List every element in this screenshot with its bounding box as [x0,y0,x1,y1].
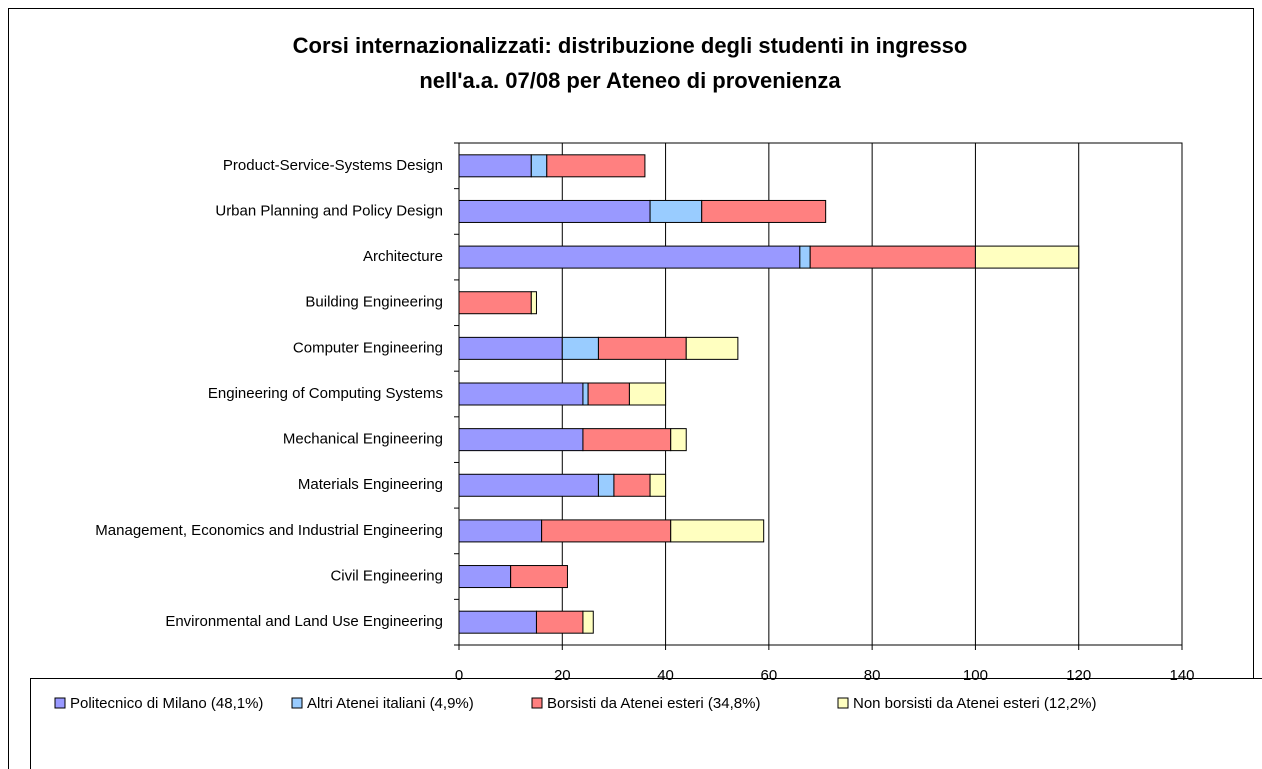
bar-segment [685,336,739,360]
chart-title: Corsi internazionalizzati: distribuzione… [293,33,968,58]
bar-segment [535,610,584,634]
bar-segment [649,199,703,223]
bar-segment [561,336,599,360]
bar-segment [546,154,646,178]
bar-segment [701,199,827,223]
bar-segment [974,245,1080,269]
y-tick-label: Product-Service-Systems Design [223,157,443,174]
x-tick-label: 100 [963,667,988,684]
bar-segment [458,473,599,497]
bar-segment [613,473,651,497]
y-tick-label: Building Engineering [305,294,443,311]
legend-swatch [531,697,543,709]
y-tick-label: Civil Engineering [330,568,443,585]
bar-segment [670,428,687,452]
chart-title: nell'a.a. 07/08 per Ateneo di provenienz… [419,68,841,93]
legend-label: Politecnico di Milano (48,1%) [70,695,263,712]
bar-segment [809,245,976,269]
legend-box [30,678,1262,769]
bar-segment [530,154,548,178]
y-tick-label: Environmental and Land Use Engineering [165,613,443,630]
x-tick-label: 140 [1169,667,1194,684]
bar-segment [458,199,651,223]
bar-segment [628,382,667,406]
bar-segment [799,245,811,269]
bar-segment [458,154,532,178]
bar-segment [530,291,537,315]
bar-segment [458,610,537,634]
bar-segment [458,428,584,452]
y-tick-label: Urban Planning and Policy Design [215,202,443,219]
bar-segment [458,245,801,269]
legend-label: Non borsisti da Atenei esteri (12,2%) [853,695,1096,712]
legend-label: Borsisti da Atenei esteri (34,8%) [547,695,760,712]
y-tick-label: Mechanical Engineering [283,431,443,448]
bar-segment [458,291,532,315]
legend-swatch [291,697,303,709]
bar-segment [541,519,672,543]
bar-segment [458,382,584,406]
y-tick-label: Engineering of Computing Systems [208,385,443,402]
bar-segment [597,473,615,497]
y-tick-label: Management, Economics and Industrial Eng… [95,522,443,539]
bar-segment [649,473,667,497]
bar-segment [597,336,687,360]
bar-segment [582,610,594,634]
x-tick-label: 120 [1066,667,1091,684]
legend-swatch [54,697,66,709]
bar-segment [587,382,630,406]
x-tick-label: 20 [554,667,571,684]
legend-swatch [837,697,849,709]
x-tick-label: 40 [657,667,674,684]
bar-segment [458,565,512,589]
legend-label: Altri Atenei italiani (4,9%) [307,695,474,712]
bar-segment [670,519,765,543]
x-tick-label: 80 [864,667,881,684]
x-tick-label: 0 [455,667,463,684]
bar-segment [582,428,672,452]
y-tick-label: Architecture [363,248,443,265]
bar-segment [458,519,543,543]
bar-segment [510,565,568,589]
y-tick-label: Computer Engineering [293,339,443,356]
y-tick-label: Materials Engineering [298,476,443,493]
bar-segment [582,382,589,406]
x-tick-label: 60 [761,667,778,684]
bar-segment [458,336,563,360]
